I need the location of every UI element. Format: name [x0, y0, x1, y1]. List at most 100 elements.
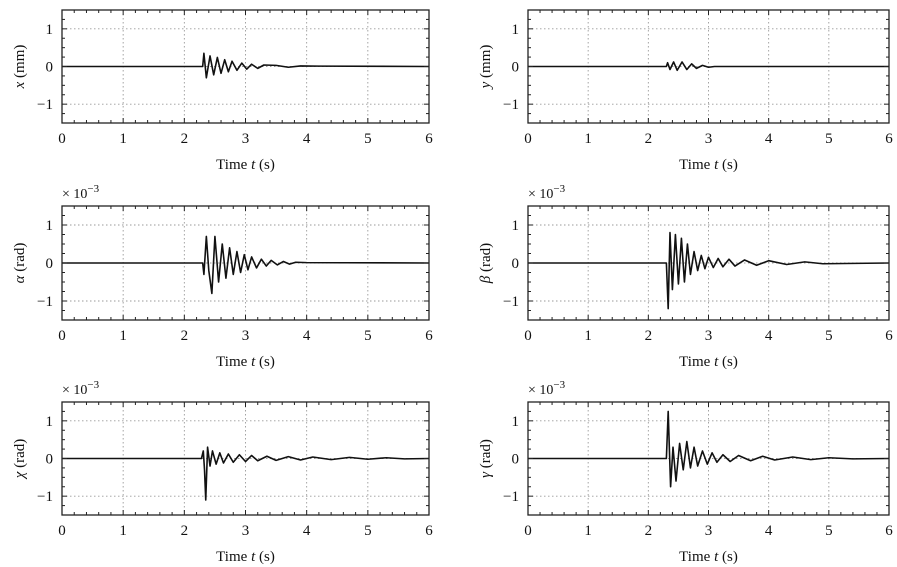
- x-tick-label: 4: [765, 523, 773, 539]
- x-tick-label: 0: [524, 131, 532, 147]
- y-tick-label: −1: [503, 294, 519, 310]
- x-axis-label: Time t (s): [216, 354, 275, 370]
- x-tick-label: 5: [825, 328, 833, 344]
- x-axis-label-unit: (s): [255, 549, 275, 565]
- x-tick-label: 1: [584, 131, 592, 147]
- series-line-y: [528, 61, 889, 72]
- panel-chi: 0 1 2 3 4 5 6 −1 0 1 Time t (s) χ (rad) × 10−3: [12, 379, 433, 565]
- y-axis-label-var: γ: [478, 471, 494, 478]
- x-tick-label: 6: [425, 523, 433, 539]
- x-tick-label: 0: [58, 131, 66, 147]
- x-tick-label: 1: [119, 328, 127, 344]
- y-tick-label: 0: [512, 452, 520, 468]
- x-axis-label-unit: (s): [718, 354, 738, 370]
- y-tick-label: 0: [46, 60, 54, 76]
- y-multiplier-label: × 10−3: [62, 379, 100, 398]
- y-tick-label: 1: [46, 414, 54, 430]
- y-axis-label-unit: (rad): [478, 439, 494, 472]
- x-tick-label: 0: [524, 523, 532, 539]
- x-tick-label: 5: [825, 523, 833, 539]
- x-axis-label-var: t: [714, 354, 719, 370]
- y-axis-label-var: α: [12, 274, 28, 283]
- x-tick-label: 6: [425, 131, 433, 147]
- y-tick-label: −1: [37, 294, 53, 310]
- x-tick-label: 2: [645, 523, 653, 539]
- x-tick-label: 2: [181, 523, 189, 539]
- x-tick-label: 5: [364, 523, 372, 539]
- x-axis-label-text: Time: [216, 354, 251, 370]
- x-axis-label: Time t (s): [679, 354, 738, 370]
- series-line-alpha: [62, 235, 430, 295]
- x-axis-label-text: Time: [679, 157, 714, 173]
- y-tick-label: −1: [37, 489, 53, 505]
- y-tick-label: 1: [512, 22, 520, 38]
- x-tick-label: 3: [705, 523, 713, 539]
- x-axis-label-var: t: [714, 157, 719, 173]
- y-tick-label: 1: [512, 218, 520, 234]
- x-tick-label: 0: [58, 328, 66, 344]
- x-tick-label: 0: [58, 523, 66, 539]
- y-axis-label-var: β: [478, 275, 494, 284]
- panel-y: 0 1 2 3 4 5 6 −1 0 1 Time t (s) y (mm): [478, 9, 893, 173]
- x-tick-label: 6: [425, 328, 433, 344]
- y-axis-label-var: χ: [12, 471, 28, 480]
- y-multiplier-label: × 10−3: [528, 379, 566, 398]
- y-axis-label: β (rad): [478, 243, 494, 284]
- y-axis-label-unit: (rad): [478, 243, 494, 276]
- y-tick-label: 0: [512, 60, 520, 76]
- x-tick-label: 6: [885, 523, 893, 539]
- x-tick-label: 2: [645, 328, 653, 344]
- x-tick-label: 1: [119, 131, 127, 147]
- y-axis-label-unit: (rad): [12, 243, 28, 276]
- x-tick-label: 1: [584, 328, 592, 344]
- x-tick-label: 3: [705, 131, 713, 147]
- x-axis-label-var: t: [251, 354, 256, 370]
- y-multiplier-label: × 10−3: [528, 183, 566, 202]
- y-axis-label: y (mm): [478, 45, 494, 91]
- y-tick-label: 1: [46, 218, 54, 234]
- y-tick-label: −1: [503, 97, 519, 113]
- series-line-chi: [62, 446, 430, 501]
- y-axis-label-unit: (rad): [12, 439, 28, 472]
- panel-beta: 0 1 2 3 4 5 6 −1 0 1 Time t (s) β (rad) × 10−3: [478, 183, 893, 370]
- x-axis-label: Time t (s): [216, 549, 275, 565]
- x-axis-label: Time t (s): [679, 549, 738, 565]
- x-tick-label: 4: [765, 131, 773, 147]
- x-tick-label: 3: [242, 523, 250, 539]
- series-line-x: [62, 52, 430, 79]
- y-tick-label: 1: [46, 22, 54, 38]
- y-axis-label: x (mm): [12, 45, 28, 90]
- x-axis-label-text: Time: [679, 549, 714, 565]
- x-tick-label: 4: [765, 328, 773, 344]
- x-tick-label: 6: [885, 131, 893, 147]
- y-multiplier-exponent: −3: [87, 379, 99, 391]
- y-multiplier-base: × 10: [62, 383, 87, 398]
- panels: 0 1 2 3 4 5 6 −1 0 1 Time t (s) x (mm) 0 1 2 3 4 5 6 −1 0 1 Ti…: [12, 9, 893, 565]
- x-tick-label: 5: [825, 131, 833, 147]
- x-tick-label: 0: [524, 328, 532, 344]
- y-axis-label: χ (rad): [12, 439, 28, 481]
- series-line-gamma: [528, 410, 890, 488]
- y-axis-label-var: y: [478, 81, 494, 90]
- x-axis-label: Time t (s): [216, 157, 275, 173]
- x-axis-label-text: Time: [679, 354, 714, 370]
- x-axis-label-unit: (s): [255, 157, 275, 173]
- x-tick-label: 2: [181, 131, 189, 147]
- y-multiplier-exponent: −3: [553, 379, 565, 391]
- y-tick-label: 1: [512, 414, 520, 430]
- x-tick-label: 4: [303, 523, 311, 539]
- y-axis-label-unit: (mm): [12, 45, 28, 82]
- x-axis-label-unit: (s): [718, 157, 738, 173]
- y-tick-label: −1: [503, 489, 519, 505]
- y-multiplier-base: × 10: [528, 383, 553, 398]
- x-tick-label: 2: [645, 131, 653, 147]
- x-tick-label: 6: [885, 328, 893, 344]
- y-multiplier-base: × 10: [62, 187, 87, 202]
- x-tick-label: 1: [584, 523, 592, 539]
- y-multiplier-base: × 10: [528, 187, 553, 202]
- y-multiplier-exponent: −3: [553, 183, 565, 195]
- y-tick-label: 0: [46, 256, 54, 272]
- x-tick-label: 5: [364, 131, 372, 147]
- y-multiplier-label: × 10−3: [62, 183, 100, 202]
